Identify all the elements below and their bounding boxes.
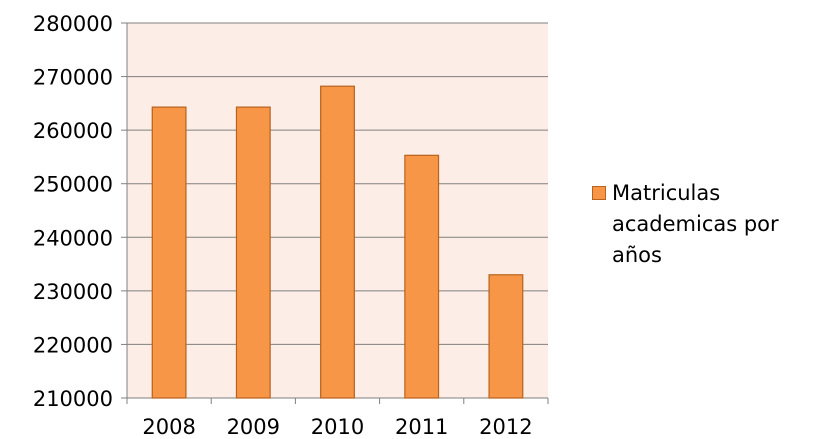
y-tick-label-6: 270000 — [33, 66, 113, 90]
y-tick-label-4: 250000 — [33, 173, 113, 197]
legend-swatch — [592, 186, 606, 200]
legend: Matriculas academicas por años — [592, 178, 822, 271]
y-tick-label-1: 220000 — [33, 333, 113, 357]
bar-2012 — [488, 274, 524, 399]
x-tick-label-2011: 2011 — [395, 415, 448, 439]
y-tick-label-0: 210000 — [33, 387, 113, 411]
y-tick-label-5: 260000 — [33, 119, 113, 143]
y-tick-label-3: 240000 — [33, 226, 113, 250]
bar-2010 — [320, 85, 355, 399]
x-tick-label-2010: 2010 — [311, 415, 364, 439]
x-tick-label-2009: 2009 — [227, 415, 280, 439]
x-tick-label-2012: 2012 — [479, 415, 532, 439]
y-tick-label-7: 280000 — [33, 12, 113, 36]
bar-2011 — [404, 154, 440, 399]
x-tick-label-2008: 2008 — [142, 415, 195, 439]
y-tick-label-2: 230000 — [33, 280, 113, 304]
bar-2008 — [151, 106, 187, 399]
bar-2009 — [235, 106, 271, 399]
legend-label: Matriculas academicas por años — [612, 181, 779, 267]
